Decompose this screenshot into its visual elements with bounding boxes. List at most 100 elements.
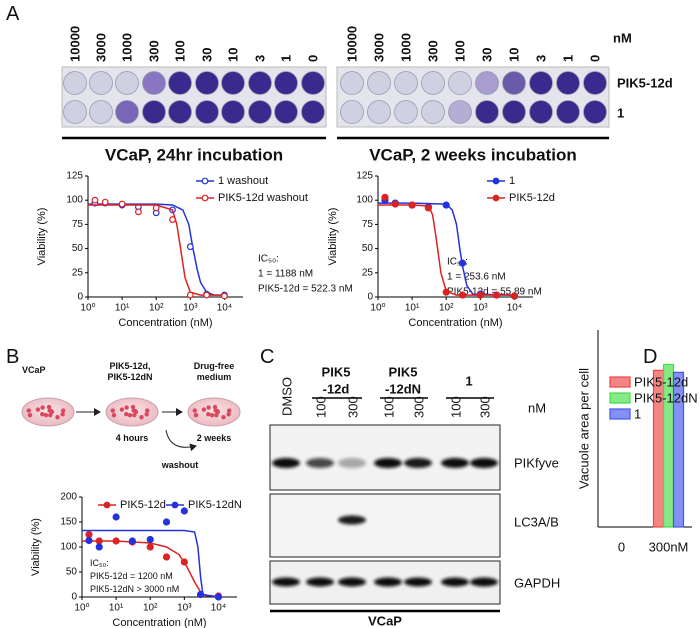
band bbox=[338, 577, 366, 587]
well bbox=[529, 71, 553, 95]
well bbox=[475, 71, 499, 95]
y-tick-label: 75 bbox=[72, 219, 84, 230]
y-tick-label: 50 bbox=[362, 243, 374, 254]
y-tick-label: 150 bbox=[60, 517, 77, 528]
washout-label: washout bbox=[161, 460, 199, 470]
cell bbox=[124, 405, 129, 410]
cell bbox=[145, 408, 150, 413]
y-tick-label: 25 bbox=[362, 267, 374, 278]
well bbox=[421, 71, 445, 95]
bar bbox=[672, 371, 685, 528]
well bbox=[421, 100, 445, 124]
lane-label: 300 bbox=[478, 396, 493, 418]
x-axis-label: Concentration (nM) bbox=[118, 317, 212, 329]
legend-swatch bbox=[103, 501, 111, 509]
dose-label: 1 bbox=[279, 55, 294, 62]
lane-label: 300 bbox=[412, 396, 427, 418]
cell bbox=[40, 412, 45, 417]
band bbox=[306, 577, 334, 587]
data-point bbox=[442, 288, 450, 296]
well bbox=[502, 71, 526, 95]
dose-label: 0 bbox=[588, 55, 603, 62]
legend-swatch bbox=[201, 177, 209, 185]
legend-label: PIK5-12d bbox=[120, 499, 166, 511]
dose-label: 30 bbox=[480, 48, 495, 62]
dose-label: 3 bbox=[534, 55, 549, 62]
data-point bbox=[221, 292, 228, 300]
fit-curve bbox=[88, 204, 225, 296]
dose-label: 1000 bbox=[120, 33, 135, 62]
dose-label: 3000 bbox=[372, 33, 387, 62]
well bbox=[248, 71, 272, 95]
dose-label: 30 bbox=[200, 48, 215, 62]
data-point bbox=[91, 196, 99, 204]
step-label: 2 weeks bbox=[197, 433, 232, 443]
well bbox=[195, 100, 219, 124]
x-tick-label: 300nM bbox=[649, 540, 689, 555]
x-tick-label: 10¹ bbox=[405, 303, 420, 314]
dish bbox=[105, 397, 159, 427]
data-point bbox=[493, 291, 501, 299]
legend-label: PIK5-12d bbox=[509, 192, 555, 204]
legend-label: PIK5-12d bbox=[634, 375, 688, 390]
fit-curve bbox=[88, 203, 225, 296]
band bbox=[338, 515, 366, 525]
blot-box bbox=[269, 424, 501, 491]
well bbox=[248, 100, 272, 124]
treatment-label: PIK5-12dN bbox=[107, 372, 152, 382]
cell bbox=[127, 412, 133, 418]
legend-swatch bbox=[201, 194, 209, 202]
well bbox=[274, 71, 298, 95]
annotation: PIK5-12d = 522.3 nM bbox=[258, 284, 353, 295]
cell bbox=[43, 412, 49, 418]
group-label: PIK5 bbox=[322, 365, 351, 380]
well bbox=[168, 71, 192, 95]
row-label: 1 bbox=[617, 106, 624, 121]
x-tick-label: 10⁴ bbox=[211, 603, 226, 614]
data-point bbox=[128, 537, 136, 545]
y-axis-label: Viability (%) bbox=[327, 208, 339, 266]
well bbox=[63, 100, 87, 124]
x-tick-label: 0 bbox=[618, 540, 625, 555]
y-axis-label: Viability (%) bbox=[30, 518, 42, 576]
cell bbox=[139, 415, 144, 420]
cell bbox=[209, 412, 215, 418]
data-point bbox=[476, 291, 484, 299]
well bbox=[475, 100, 499, 124]
well bbox=[221, 100, 245, 124]
x-tick-label: 10¹ bbox=[115, 303, 130, 314]
data-point bbox=[85, 536, 93, 545]
legend-swatch bbox=[609, 376, 631, 388]
well bbox=[448, 71, 472, 95]
legend-label: 1 washout bbox=[218, 175, 268, 187]
lane-label: 300 bbox=[346, 396, 361, 418]
dose-unit: nM bbox=[613, 31, 632, 46]
dose-label: 1 bbox=[561, 55, 576, 62]
data-point bbox=[169, 216, 176, 223]
x-tick-label: 10³ bbox=[177, 603, 192, 614]
cell bbox=[35, 407, 41, 412]
fit-curve bbox=[378, 204, 515, 296]
blot-box bbox=[269, 493, 501, 558]
dose-label: 300 bbox=[426, 40, 441, 62]
cell bbox=[40, 405, 45, 410]
cell bbox=[193, 412, 199, 418]
band bbox=[404, 458, 432, 468]
well bbox=[556, 100, 580, 124]
well bbox=[583, 100, 607, 124]
cell bbox=[61, 408, 66, 413]
data-point bbox=[95, 543, 103, 551]
lane-label: DMSO bbox=[280, 377, 295, 416]
group-label: PIK5 bbox=[389, 365, 418, 380]
y-tick-label: 75 bbox=[362, 219, 374, 230]
legend-label: 1 bbox=[509, 175, 515, 187]
data-point bbox=[162, 518, 171, 526]
data-point bbox=[146, 535, 154, 544]
band bbox=[338, 458, 366, 468]
x-tick-label: 10³ bbox=[473, 303, 488, 314]
y-tick-label: 0 bbox=[71, 592, 77, 603]
data-point bbox=[197, 590, 205, 599]
cell bbox=[124, 412, 129, 417]
well bbox=[274, 100, 298, 124]
cell bbox=[130, 404, 136, 410]
